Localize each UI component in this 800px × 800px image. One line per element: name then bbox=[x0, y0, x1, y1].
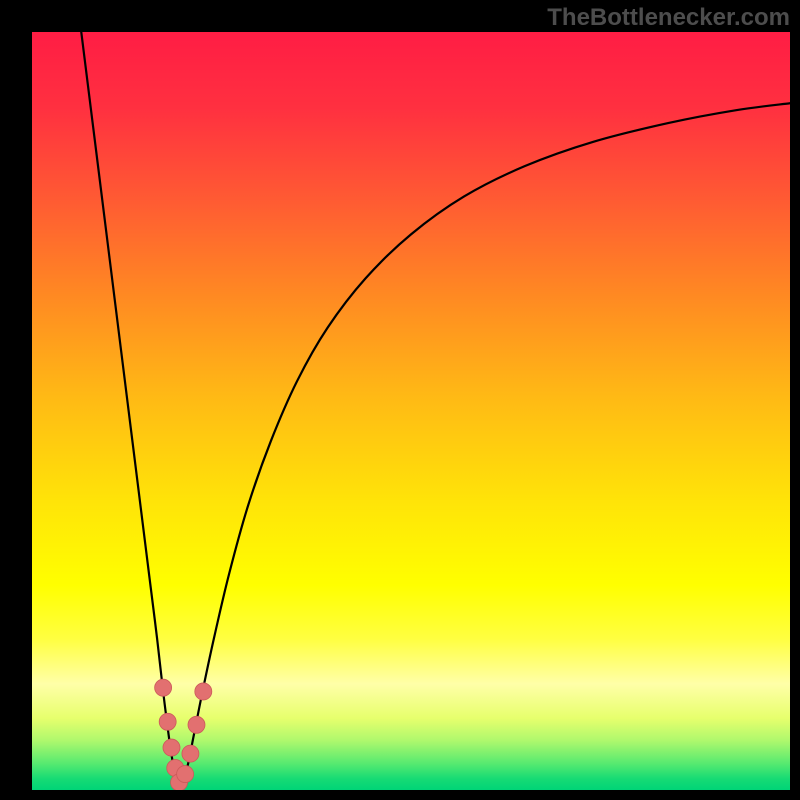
marker-point bbox=[188, 716, 205, 733]
plot-area bbox=[32, 32, 790, 790]
watermark-label: TheBottlenecker.com bbox=[547, 4, 790, 32]
chart-container: TheBottlenecker.com bbox=[0, 0, 800, 800]
marker-point bbox=[177, 766, 194, 783]
marker-point bbox=[195, 683, 212, 700]
marker-point bbox=[155, 679, 172, 696]
marker-point bbox=[163, 739, 180, 756]
marker-point bbox=[182, 745, 199, 762]
plot-svg bbox=[32, 32, 790, 790]
gradient-background bbox=[32, 32, 790, 790]
marker-point bbox=[159, 713, 176, 730]
